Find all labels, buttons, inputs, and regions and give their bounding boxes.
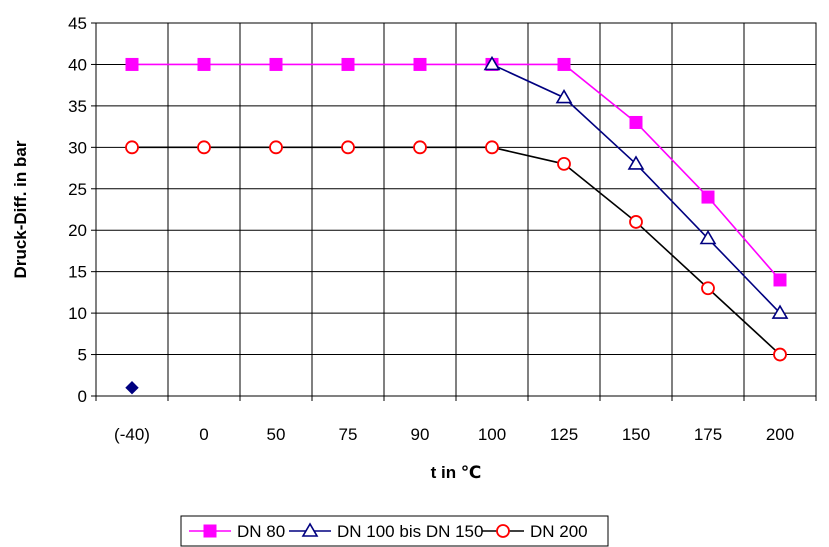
data-point — [627, 155, 645, 170]
x-tick-label: 0 — [199, 425, 208, 444]
axes — [91, 22, 817, 401]
y-tick-label: 15 — [68, 263, 87, 282]
y-tick-label: 5 — [78, 346, 87, 365]
data-series — [125, 55, 789, 395]
data-point — [269, 57, 283, 71]
x-tick-label: 150 — [622, 425, 650, 444]
legend-marker — [203, 524, 217, 538]
data-point — [629, 115, 643, 129]
data-point — [557, 157, 571, 171]
y-axis-title: Druck-Diff. in bar — [11, 140, 30, 278]
data-point — [269, 140, 283, 155]
legend-label: DN 100 bis DN 150 — [337, 522, 483, 541]
x-tick-label: 75 — [339, 425, 358, 444]
x-tick-label: 200 — [766, 425, 794, 444]
x-tick-label: 100 — [478, 425, 506, 444]
x-tick-label: 175 — [694, 425, 722, 444]
data-point — [413, 140, 427, 155]
series-2 — [483, 55, 789, 319]
data-point — [125, 57, 139, 71]
data-point — [197, 140, 211, 155]
x-axis-title: t in ℃ — [431, 463, 482, 482]
data-point — [701, 281, 715, 296]
x-tick-label: 50 — [267, 425, 286, 444]
legend-label: DN 80 — [237, 522, 285, 541]
data-point — [125, 381, 139, 395]
x-tick-label: 90 — [411, 425, 430, 444]
y-tick-label: 10 — [68, 304, 87, 323]
series-1 — [125, 57, 787, 287]
x-tick-label: 125 — [550, 425, 578, 444]
y-tick-label: 20 — [68, 221, 87, 240]
y-tick-label: 25 — [68, 180, 87, 199]
data-point — [629, 215, 643, 229]
series-3 — [125, 140, 787, 362]
data-point — [701, 190, 715, 204]
legend-item: DN 200 — [482, 522, 588, 541]
data-point — [773, 273, 787, 287]
legend-item: DN 80 — [189, 522, 285, 541]
y-tick-label: 0 — [78, 387, 87, 406]
data-point — [341, 140, 355, 155]
y-tick-label: 30 — [68, 138, 87, 157]
data-point — [485, 140, 499, 155]
data-point — [125, 140, 139, 155]
data-point — [555, 89, 573, 104]
data-point — [483, 55, 501, 71]
legend-marker — [496, 524, 510, 538]
tick-labels: 0 5 10 15 20 25 30 35 40 45 (-40) 0 50 75 90 100 125 150 1… — [68, 14, 794, 444]
x-tick-label: (-40) — [114, 425, 150, 444]
series-line — [132, 63, 781, 281]
data-point — [773, 347, 787, 362]
y-tick-label: 45 — [68, 14, 87, 33]
legend-label: DN 200 — [530, 522, 588, 541]
plot-gridlines — [96, 22, 816, 396]
data-point — [771, 304, 789, 319]
legend-box — [180, 515, 609, 547]
y-tick-label: 40 — [68, 55, 87, 74]
data-point — [341, 57, 355, 71]
legend-item: DN 100 bis DN 150 — [289, 522, 483, 541]
data-point — [413, 57, 427, 71]
legend: DN 80 DN 100 bis DN 150 DN 200 — [180, 515, 609, 547]
data-point — [557, 57, 571, 71]
y-tick-label: 35 — [68, 97, 87, 116]
data-point — [197, 57, 211, 71]
legend-marker — [301, 522, 319, 537]
series-line — [132, 146, 781, 356]
data-point — [699, 229, 717, 245]
